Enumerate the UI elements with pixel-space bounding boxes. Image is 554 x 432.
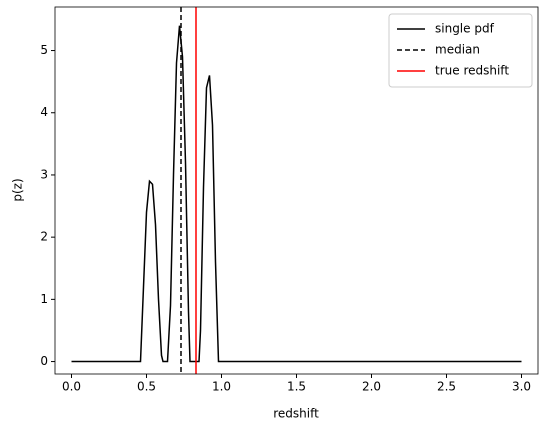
y-tick-label: 4 — [40, 105, 48, 119]
line-series — [71, 25, 522, 363]
x-tick-label: 0.0 — [62, 380, 81, 394]
x-tick-label: 1.5 — [287, 380, 306, 394]
y-tick-label: 3 — [40, 167, 48, 181]
legend-label: true redshift — [435, 64, 509, 78]
y-tick-label: 2 — [40, 230, 48, 244]
y-tick-label: 0 — [40, 354, 48, 368]
legend-label: single pdf — [435, 22, 495, 36]
x-tick-label: 3.0 — [512, 380, 531, 394]
x-tick-label: 2.0 — [362, 380, 381, 394]
y-tick-label: 5 — [40, 43, 48, 57]
plot-frame — [54, 6, 539, 375]
x-axis-label: redshift — [273, 407, 319, 421]
x-tick-label: 1.0 — [212, 380, 231, 394]
y-tick-label: 1 — [40, 292, 48, 306]
legend-label: median — [435, 43, 480, 57]
legend-box — [388, 13, 533, 88]
x-tick-label: 2.5 — [437, 380, 456, 394]
y-axis-label: p(z) — [11, 178, 25, 201]
x-tick-label: 0.5 — [137, 380, 156, 394]
